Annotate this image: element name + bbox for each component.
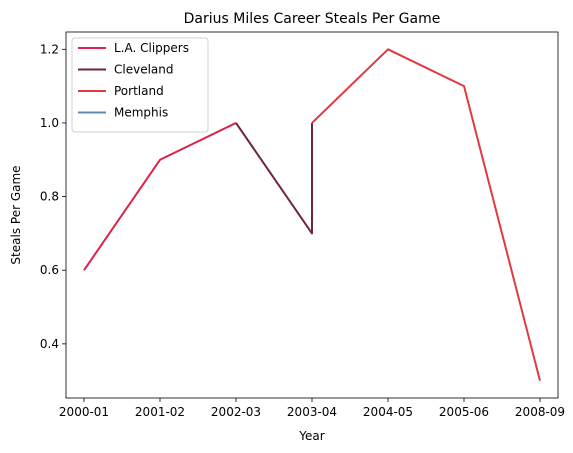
x-tick-label: 2004-05 — [363, 405, 413, 419]
y-tick-label: 1.2 — [40, 42, 59, 56]
chart-title: Darius Miles Career Steals Per Game — [184, 11, 441, 27]
legend-label: Memphis — [114, 106, 168, 120]
legend-label: L.A. Clippers — [114, 41, 189, 55]
plot-frame — [65, 31, 559, 399]
y-axis-title: Steals Per Game — [9, 165, 23, 264]
x-tick-label: 2001-02 — [135, 405, 185, 419]
x-tick-label: 2003-04 — [287, 405, 337, 419]
x-tick-label: 2002-03 — [211, 405, 261, 419]
axis-ticks: 2000-01 2001-02 2002-03 2003-04 2004-05 2005-… — [40, 42, 565, 419]
y-tick-label: 0.4 — [40, 337, 59, 351]
y-tick-label: 1.0 — [40, 116, 59, 130]
legend-box — [71, 37, 209, 133]
legend-label: Cleveland — [114, 63, 174, 77]
x-tick-label: 2000-01 — [59, 405, 109, 419]
legend: L.A. Clippers Cleveland Portland Memphis — [71, 37, 209, 133]
x-axis-title: Year — [298, 429, 324, 443]
legend-label: Portland — [114, 84, 164, 98]
series-line-l-a-clippers — [83, 122, 237, 271]
x-tick-label: 2008-09 — [515, 405, 565, 419]
x-tick-label: 2005-06 — [439, 405, 489, 419]
y-tick-label: 0.6 — [40, 263, 59, 277]
plot-marks — [83, 48, 541, 381]
y-tick-label: 0.8 — [40, 190, 59, 204]
series-line-portland — [311, 48, 541, 381]
series-line-cleveland — [235, 122, 313, 235]
